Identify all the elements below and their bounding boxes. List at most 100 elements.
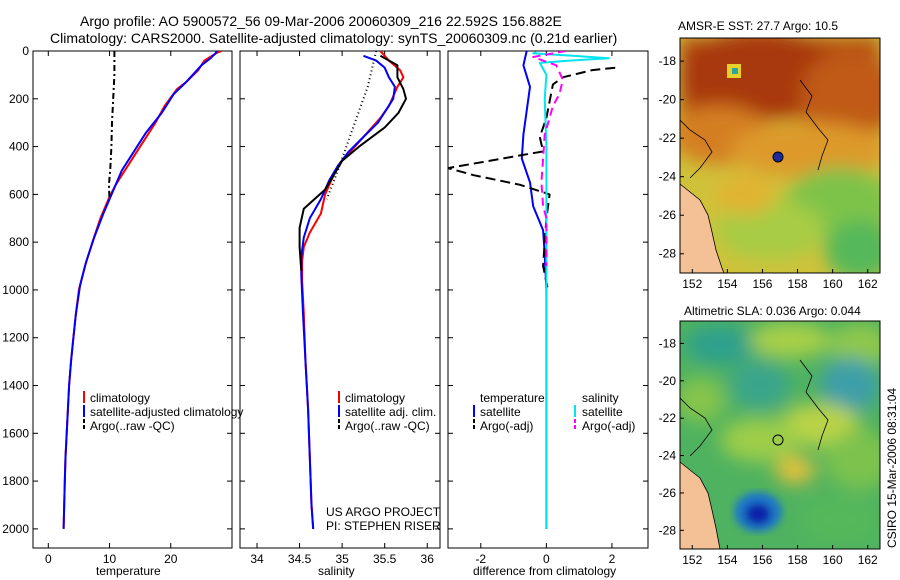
salinity-xlabel: salinity [318,564,355,578]
sst-reef-contour-2 [680,119,713,179]
sst-reef-contour [799,79,829,171]
legend-sal-argo: Argo(-adj) [582,419,635,433]
series-salinity-argo [532,51,567,266]
x-tick-label: 10 [103,552,117,566]
map-y-tick-label: -20 [659,374,677,388]
legend-temp-satellite: satellite [480,405,521,419]
map-y-tick-label: -26 [659,486,677,500]
series-satellite [300,54,396,529]
series-temperature-satellite [520,51,548,529]
series-argo [298,54,407,271]
sla-map-panel: Altimetric SLA: 0.036 Argo: 0.044 [659,304,881,567]
title-line-1: Argo profile: AO 5900572_56 09-Mar-2006 … [80,13,562,29]
side-caption: CSIRO 15-Mar-2006 08:31:04 [885,388,899,548]
map-y-tick-label: -26 [659,208,677,222]
y-tick-label: 200 [9,92,29,106]
y-tick-label: 1400 [2,379,29,393]
map-y-tick-label: -18 [659,54,677,68]
sla-argo-marker [772,434,784,446]
sst-land-australia [680,184,724,273]
credit-pi: PI: STEPHEN RISER [326,519,441,533]
salinity-panel: 34 34.5 35 35.5 36 salinity climatology sate… [239,50,441,578]
y-tick-label: 1600 [2,426,29,440]
map-y-tick-label: -22 [659,131,677,145]
map-x-tick-label: 156 [752,277,772,291]
sst-map-panel: AMSR-E SST: 27.7 Argo: 10.5 15 [659,19,881,291]
map-x-tick-label: 162 [858,277,878,291]
x-tick-label: 20 [164,552,178,566]
series-argo [107,51,116,200]
x-tick-label: 0 [45,552,52,566]
map-x-tick-label: 154 [717,553,737,567]
difference-legend: temperature salinity satellite Argo(-adj… [473,391,635,433]
salinity-legend: climatology satellite adj. clim. Argo(..… [338,391,436,433]
sst-argo-marker [772,151,784,163]
sla-land-australia [680,462,720,549]
legend-sal-satellite: satellite [582,405,623,419]
map-y-tick-label: -24 [659,170,677,184]
map-y-tick-label: -22 [659,411,677,425]
temperature-axes-frame [32,50,233,549]
x-tick-label: 36 [421,552,435,566]
map-x-tick-label: 152 [682,277,702,291]
sla-map-frame [679,320,881,550]
map-x-tick-label: 156 [752,553,772,567]
difference-xlabel: difference from climatology [473,564,616,578]
salinity-axes-frame [239,50,441,549]
difference-axes-frame [447,50,649,549]
series-satellite [62,51,218,529]
y-tick-label: 1000 [2,283,29,297]
y-tick-label: 2000 [2,522,29,536]
map-x-tick-label: 160 [823,553,843,567]
sla-coastline [680,461,721,549]
legend-satellite: satellite-adjusted climatology [90,405,243,419]
sla-map-field [680,321,880,549]
map-x-tick-label: 154 [717,277,737,291]
sla-reef-contour-2 [680,397,713,457]
sst-map-title: AMSR-E SST: 27.7 Argo: 10.5 [678,19,838,33]
x-tick-label: 2 [609,552,616,566]
map-x-tick-label: 160 [823,277,843,291]
map-y-tick-label: -18 [659,336,677,350]
y-tick-label: 800 [9,235,29,249]
legend-climatology: climatology [345,391,405,405]
map-y-tick-label: -28 [659,247,677,261]
map-x-tick-label: 158 [788,553,808,567]
legend-header-salinity: salinity [582,391,619,405]
difference-panel: -2 0 2 difference from climatology tempera… [447,50,649,578]
y-tick-label: 0 [22,44,29,58]
sst-coastline [680,183,725,273]
x-tick-label: 0 [543,552,550,566]
sla-low-anomaly [734,492,782,532]
legend-temp-argo: Argo(-adj) [480,419,533,433]
legend-climatology: climatology [90,391,150,405]
temperature-legend: climatology satellite-adjusted climatolo… [83,391,243,433]
title-line-2: Climatology: CARS2000. Satellite-adjuste… [50,30,617,46]
credit-project: US ARGO PROJECT [326,505,441,519]
legend-header-temperature: temperature [480,391,545,405]
x-tick-label: 35.5 [373,552,397,566]
map-y-tick-label: -24 [659,449,677,463]
sst-map-frame [679,37,881,274]
series-argo-dotted [325,51,378,200]
y-tick-label: 600 [9,187,29,201]
map-y-tick-label: -28 [659,523,677,537]
series-climatology [62,51,222,529]
x-tick-label: 34 [250,552,264,566]
series-temperature-argo [448,66,616,291]
temperature-panel: 0 10 2002004006008001000120014001600180020… [2,44,243,578]
sst-map-field [680,38,880,273]
x-tick-label: 34.5 [288,552,312,566]
map-x-tick-label: 162 [858,553,878,567]
y-tick-label: 1200 [2,331,29,345]
y-tick-label: 1800 [2,474,29,488]
sla-color-blobs [680,322,880,545]
sla-reef-contour [799,359,829,451]
legend-argo: Argo(..raw -QC) [90,419,175,433]
y-tick-label: 400 [9,140,29,154]
sla-map-title: Altimetric SLA: 0.036 Argo: 0.044 [684,304,861,318]
x-tick-label: -2 [475,552,486,566]
map-x-tick-label: 152 [682,553,702,567]
temperature-xlabel: temperature [96,564,161,578]
